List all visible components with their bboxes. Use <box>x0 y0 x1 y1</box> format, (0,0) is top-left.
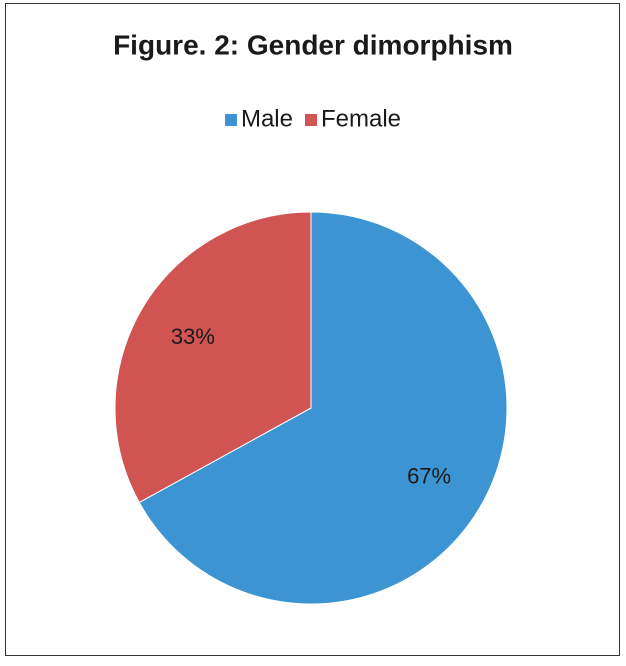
pie-slice <box>114 211 312 504</box>
legend-swatch <box>224 114 237 126</box>
legend-label: Male <box>241 105 293 132</box>
legend-swatch <box>305 114 317 126</box>
data-label: 67% <box>407 464 451 489</box>
data-label: 33% <box>171 324 215 349</box>
pie-slice <box>138 211 508 605</box>
chart-title: Figure. 2: Gender dimorphism <box>113 29 513 60</box>
legend-label: Female <box>321 105 401 132</box>
